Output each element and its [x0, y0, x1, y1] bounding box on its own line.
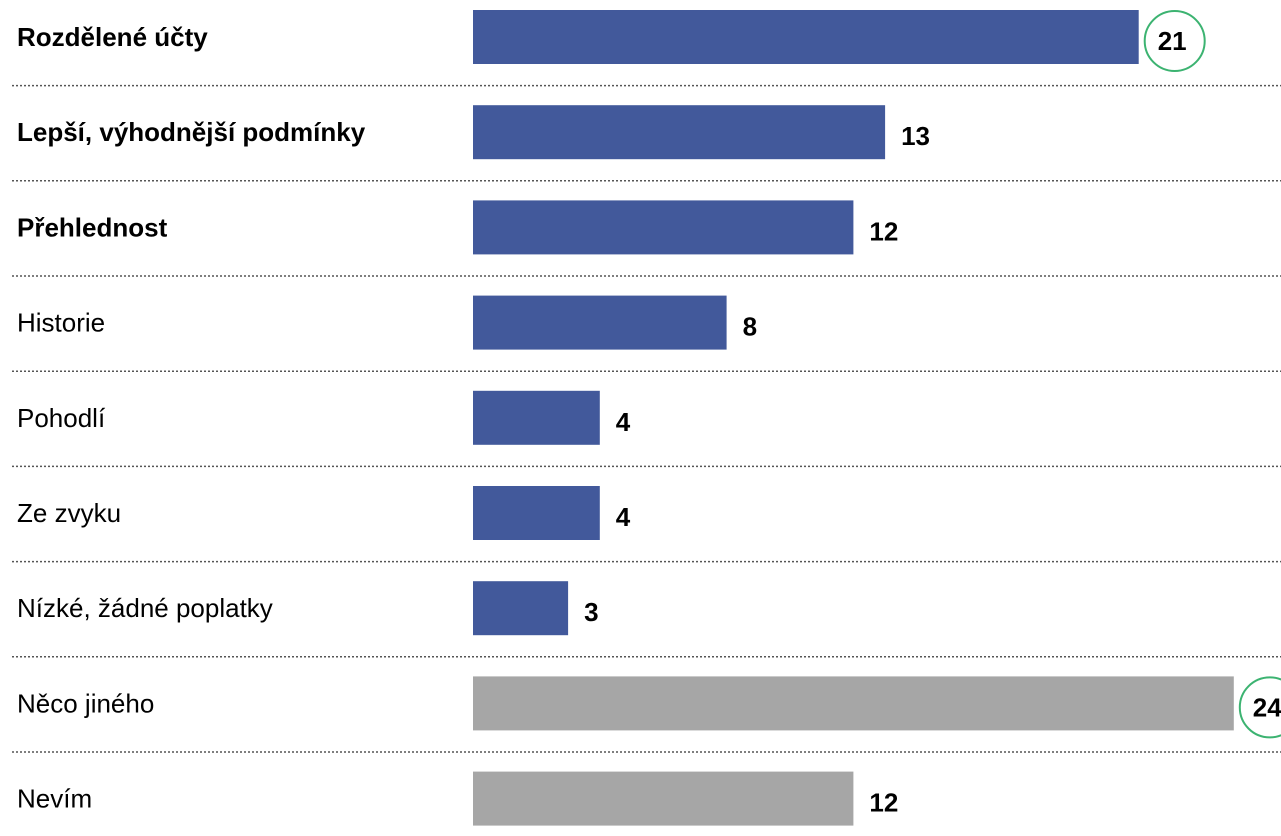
bar — [473, 295, 727, 350]
bar — [473, 676, 1234, 731]
category-label: Rozdělené účty — [17, 22, 208, 52]
category-label: Lepší, výhodnější podmínky — [17, 117, 366, 147]
value-highlight-circle — [1238, 676, 1281, 739]
bar — [473, 200, 854, 255]
bar — [473, 10, 1139, 64]
value-label: 12 — [869, 788, 898, 818]
value-label: 24 — [1253, 692, 1281, 722]
value-label: 3 — [584, 597, 598, 627]
value-label: 12 — [869, 216, 898, 246]
category-label: Nízké, žádné poplatky — [17, 593, 273, 623]
bar — [473, 581, 569, 636]
bar — [473, 390, 600, 445]
category-label: Ze zvyku — [17, 498, 121, 528]
bar — [473, 486, 600, 540]
value-label: 4 — [616, 407, 631, 437]
bar — [473, 771, 854, 826]
value-label: 8 — [743, 312, 757, 342]
value-label: 21 — [1158, 26, 1187, 56]
value-highlight-circle — [1143, 10, 1206, 72]
bar — [473, 105, 886, 160]
category-label: Něco jiného — [17, 688, 154, 718]
category-label: Nevím — [17, 784, 92, 814]
category-label: Historie — [17, 308, 105, 338]
value-label: 4 — [616, 502, 631, 532]
category-label: Pohodlí — [17, 403, 106, 433]
value-label: 13 — [901, 121, 930, 151]
category-label: Přehlednost — [17, 212, 168, 242]
